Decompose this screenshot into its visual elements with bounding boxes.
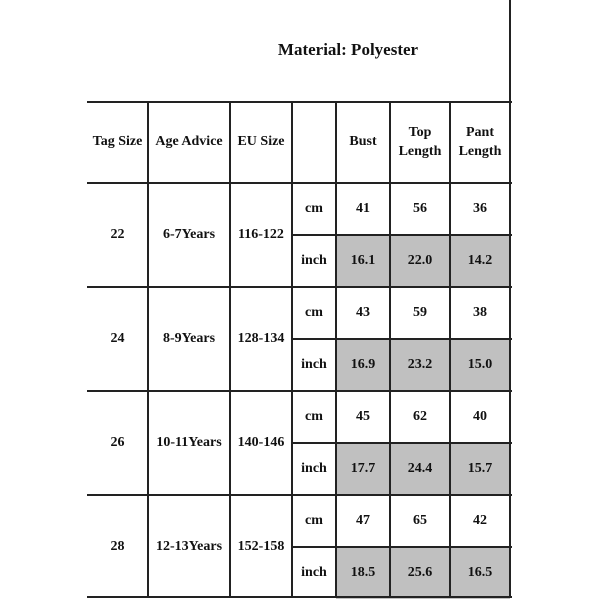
bust-cm-cell: 41 bbox=[356, 200, 370, 216]
table-title: Material: Polyester bbox=[277, 40, 419, 59]
age-advice-cell: 12-13Years bbox=[155, 538, 223, 554]
divider bbox=[509, 0, 511, 598]
header-bust: Bust bbox=[349, 134, 377, 150]
bust-cm-cell: 43 bbox=[356, 304, 370, 320]
header-top: Top Length bbox=[398, 124, 442, 159]
top-inch-cell: 25.6 bbox=[390, 547, 450, 599]
top-inch-cell: 23.2 bbox=[390, 339, 450, 391]
divider bbox=[87, 101, 512, 103]
divider bbox=[389, 102, 391, 598]
pant-inch-cell: 14.2 bbox=[450, 235, 510, 287]
unit-inch-label: inch bbox=[301, 564, 327, 580]
header-age: Age Advice bbox=[155, 134, 223, 150]
tag-size-cell: 24 bbox=[110, 330, 125, 346]
top-cm-cell: 59 bbox=[413, 304, 427, 320]
unit-inch-label: inch bbox=[301, 460, 327, 476]
divider bbox=[292, 338, 512, 340]
divider bbox=[87, 286, 512, 288]
top-inch-cell: 22.0 bbox=[390, 235, 450, 287]
pant-cm-cell: 40 bbox=[473, 408, 487, 424]
tag-size-cell: 22 bbox=[110, 226, 125, 242]
divider bbox=[87, 494, 512, 496]
top-cm-cell: 65 bbox=[413, 512, 427, 528]
pant-inch-cell: 15.7 bbox=[450, 443, 510, 495]
tag-size-cell: 26 bbox=[110, 434, 125, 450]
eu-size-cell: 128-134 bbox=[237, 330, 285, 346]
divider bbox=[292, 546, 512, 548]
top-cm-cell: 56 bbox=[413, 200, 427, 216]
unit-inch-label: inch bbox=[301, 252, 327, 268]
header-tag: Tag Size bbox=[92, 134, 143, 150]
pant-cm-cell: 42 bbox=[473, 512, 487, 528]
divider bbox=[335, 102, 337, 598]
bust-cm-cell: 47 bbox=[356, 512, 370, 528]
divider bbox=[147, 102, 149, 598]
bust-inch-cell: 18.5 bbox=[336, 547, 390, 599]
age-advice-cell: 8-9Years bbox=[162, 330, 216, 346]
top-inch-cell: 24.4 bbox=[390, 443, 450, 495]
age-advice-cell: 6-7Years bbox=[162, 226, 216, 242]
age-advice-cell: 10-11Years bbox=[156, 434, 222, 450]
pant-inch-cell: 16.5 bbox=[450, 547, 510, 599]
pant-cm-cell: 36 bbox=[473, 200, 487, 216]
pant-inch-cell: 15.0 bbox=[450, 339, 510, 391]
divider bbox=[292, 234, 512, 236]
divider bbox=[87, 390, 512, 392]
unit-inch-label: inch bbox=[301, 356, 327, 372]
top-cm-cell: 62 bbox=[413, 408, 427, 424]
bust-inch-cell: 16.9 bbox=[336, 339, 390, 391]
pant-cm-cell: 38 bbox=[473, 304, 487, 320]
bust-cm-cell: 45 bbox=[356, 408, 370, 424]
divider bbox=[87, 596, 512, 598]
bust-inch-cell: 17.7 bbox=[336, 443, 390, 495]
divider bbox=[87, 182, 512, 184]
divider bbox=[229, 102, 231, 598]
unit-cm-label: cm bbox=[305, 408, 323, 424]
divider bbox=[449, 102, 451, 598]
unit-cm-label: cm bbox=[305, 304, 323, 320]
header-pant: Pant Length bbox=[458, 124, 502, 159]
unit-cm-label: cm bbox=[305, 512, 323, 528]
bust-inch-cell: 16.1 bbox=[336, 235, 390, 287]
divider bbox=[291, 102, 293, 598]
eu-size-cell: 116-122 bbox=[238, 226, 284, 242]
unit-cm-label: cm bbox=[305, 200, 323, 216]
divider bbox=[292, 442, 512, 444]
eu-size-cell: 140-146 bbox=[237, 434, 285, 450]
eu-size-cell: 152-158 bbox=[237, 538, 285, 554]
header-eu: EU Size bbox=[237, 134, 285, 150]
tag-size-cell: 28 bbox=[110, 538, 125, 554]
header-unit bbox=[292, 102, 336, 183]
